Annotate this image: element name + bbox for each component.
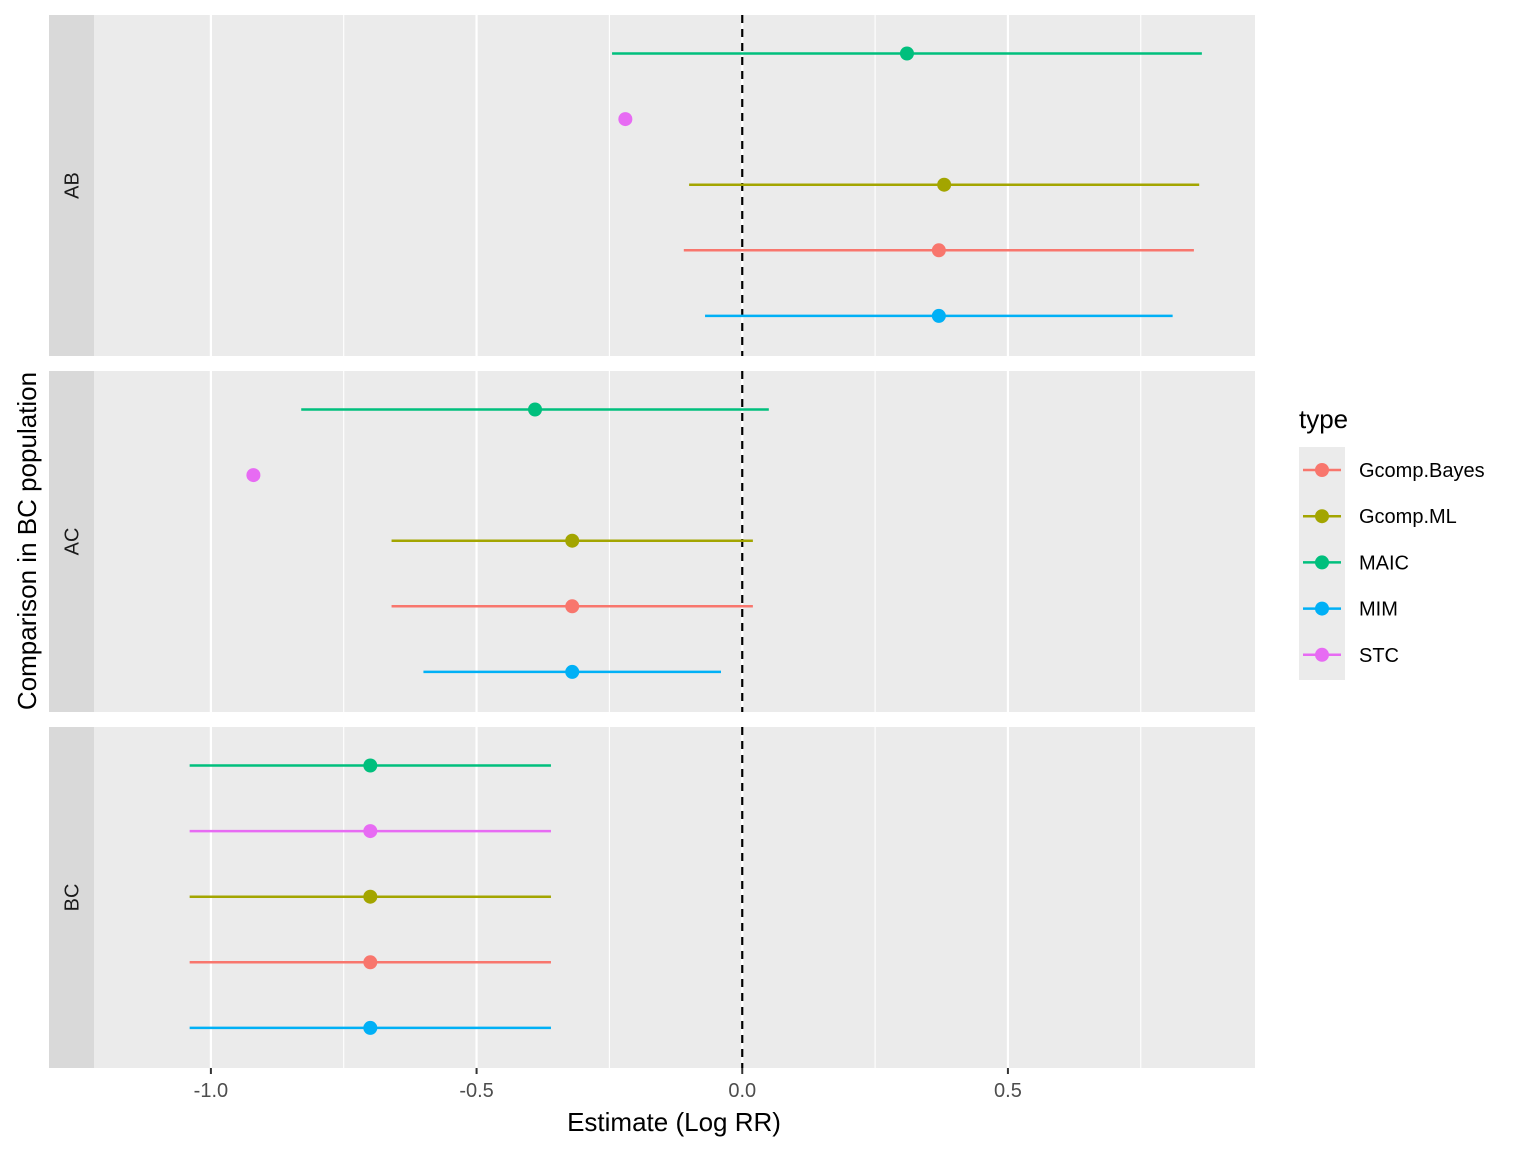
point-estimate-ac-mim <box>565 664 580 679</box>
point-estimate-bc-stc <box>363 824 378 839</box>
point-estimate-ab-stc <box>618 112 633 127</box>
facet-strip <box>49 15 94 356</box>
legend-key-point <box>1315 647 1329 662</box>
legend-label: Gcomp.Bayes <box>1359 460 1485 482</box>
facet-strip-label: BC <box>62 884 84 912</box>
legend-item-maic: MAIC <box>1303 552 1409 574</box>
point-estimate-ab-maic <box>899 46 914 61</box>
panels-layer: AB AC BC <box>49 15 1255 1068</box>
point-estimate-ac-gcomp-bayes <box>565 599 580 614</box>
facet-panel-bc: BC <box>49 727 1255 1068</box>
legend-item-stc: STC <box>1303 645 1399 667</box>
x-tick-label: -0.5 <box>459 1080 493 1102</box>
legend-key-point <box>1315 509 1329 524</box>
x-tick-label: -1.0 <box>194 1080 228 1102</box>
point-estimate-bc-gcomp-ml <box>363 889 378 904</box>
legend-item-gcomp-ml: Gcomp.ML <box>1303 506 1457 528</box>
legend-item-mim: MIM <box>1303 599 1398 621</box>
legend-key-point <box>1315 601 1329 616</box>
legend-key-point <box>1315 463 1329 477</box>
legend-item-gcomp-bayes: Gcomp.Bayes <box>1303 460 1485 482</box>
x-tick-label: 0.0 <box>728 1080 756 1102</box>
point-estimate-bc-gcomp-bayes <box>363 955 378 970</box>
legend-title: type <box>1299 404 1348 434</box>
facet-strip-label: AC <box>62 528 84 556</box>
legend-label: STC <box>1359 645 1399 667</box>
legend-label: MAIC <box>1359 552 1409 574</box>
x-axis: -1.0 -0.5 0.0 0.5 <box>194 1068 1022 1102</box>
point-estimate-ac-maic <box>528 402 543 417</box>
point-estimate-ab-mim <box>931 308 946 323</box>
legend-key-point <box>1315 555 1329 570</box>
point-estimate-bc-mim <box>363 1020 378 1035</box>
legend-label: Gcomp.ML <box>1359 506 1457 528</box>
facet-strip <box>49 727 94 1068</box>
facet-strip <box>49 371 94 712</box>
point-estimate-ac-gcomp-ml <box>565 533 580 548</box>
y-axis-title: Comparison in BC population <box>12 372 42 710</box>
facet-strip-label: AB <box>62 172 84 199</box>
point-estimate-ab-gcomp-ml <box>937 177 952 192</box>
x-tick-label: 0.5 <box>994 1080 1022 1102</box>
point-estimate-ab-gcomp-bayes <box>931 243 946 258</box>
facet-panel-ac: AC <box>49 371 1255 712</box>
point-estimate-bc-maic <box>363 758 378 773</box>
x-axis-title: Estimate (Log RR) <box>567 1107 781 1137</box>
legend: Gcomp.Bayes Gcomp.ML MAIC MIM STC <box>1299 447 1485 680</box>
facet-panel-ab: AB <box>49 15 1255 356</box>
point-estimate-ac-stc <box>246 468 261 483</box>
legend-label: MIM <box>1359 599 1398 621</box>
